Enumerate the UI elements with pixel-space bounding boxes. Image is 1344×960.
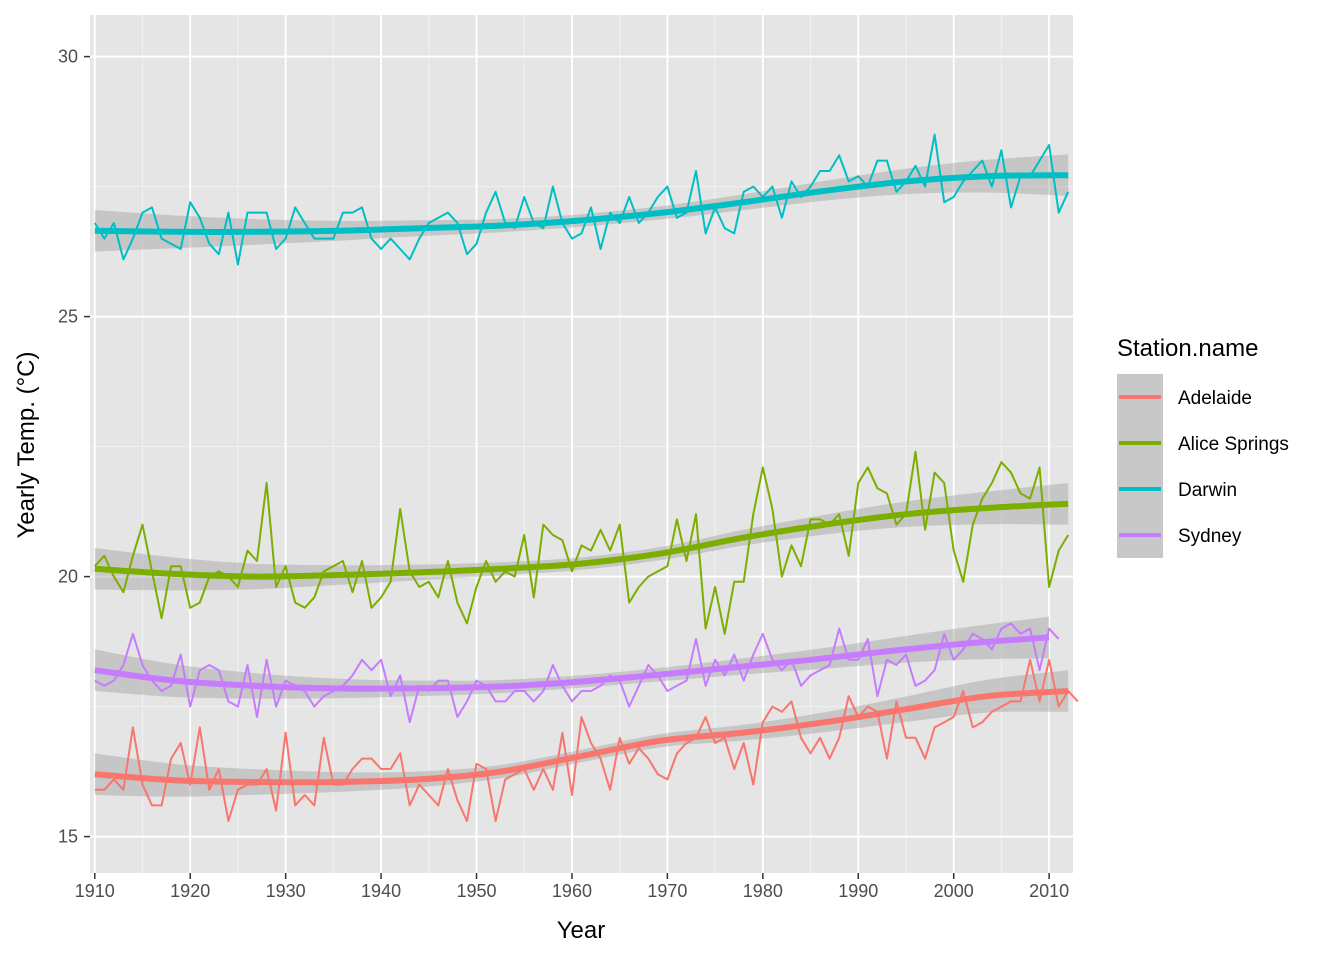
line-sydney <box>94 622 1060 724</box>
x-tick-label: 1940 <box>361 881 401 901</box>
legend: Station.name Adelaide Alice Springs Darwin… <box>1117 335 1289 558</box>
x-tick-label: 2000 <box>934 881 974 901</box>
legend-label-alice-springs: Alice Springs <box>1178 434 1289 455</box>
y-tick-label: 30 <box>58 47 78 67</box>
smooth-darwin <box>94 172 1069 235</box>
y-axis-title: Yearly Temp. (°C) <box>13 352 40 539</box>
smooth-adelaide <box>94 688 1069 786</box>
smooth-lines <box>94 172 1069 786</box>
x-axis: 1910 1920 1930 1940 1950 1960 1970 1980 1990 2000… <box>75 873 1069 901</box>
x-tick-label: 1960 <box>552 881 592 901</box>
x-tick-label: 1910 <box>75 881 115 901</box>
y-tick-label: 20 <box>58 567 78 587</box>
ribbon-alice-springs <box>94 483 1069 591</box>
legend-keys: Adelaide Alice Springs Darwin Sydney <box>1117 374 1289 558</box>
legend-title: Station.name <box>1117 335 1258 362</box>
legend-label-adelaide: Adelaide <box>1178 388 1252 409</box>
x-tick-label: 1930 <box>266 881 306 901</box>
legend-label-darwin: Darwin <box>1178 480 1237 501</box>
ribbon-adelaide <box>94 670 1069 797</box>
smooth-sydney <box>94 634 1050 692</box>
x-tick-label: 2010 <box>1029 881 1069 901</box>
panel-background <box>90 15 1073 873</box>
x-axis-title: Year <box>557 917 606 944</box>
legend-label-sydney: Sydney <box>1178 526 1242 547</box>
major-gridlines <box>90 15 1073 873</box>
y-tick-label: 25 <box>58 307 78 327</box>
y-axis: 15 20 25 30 <box>58 47 90 847</box>
x-tick-label: 1970 <box>647 881 687 901</box>
x-tick-label: 1990 <box>838 881 878 901</box>
x-tick-label: 1920 <box>170 881 210 901</box>
x-tick-label: 1980 <box>743 881 783 901</box>
x-tick-label: 1950 <box>456 881 496 901</box>
y-tick-label: 15 <box>58 827 78 847</box>
smooth-alice-springs <box>94 500 1069 580</box>
